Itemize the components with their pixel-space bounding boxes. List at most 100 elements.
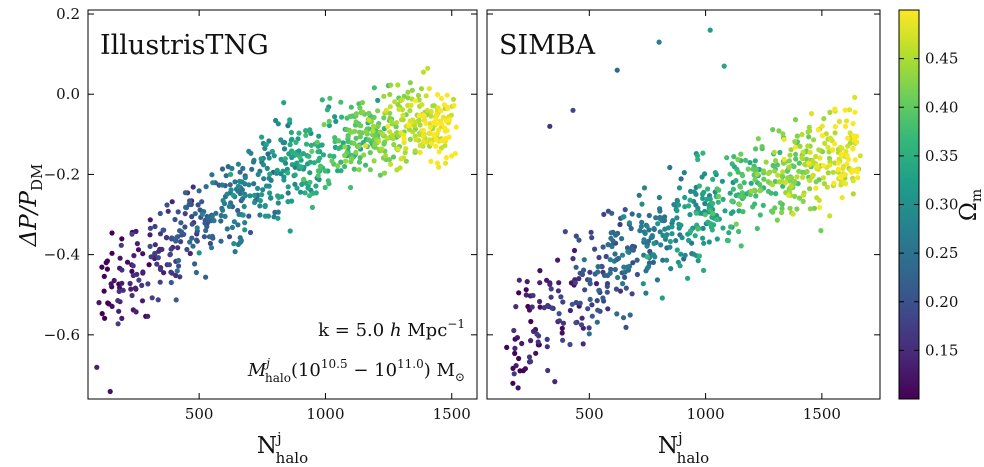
scatter-point bbox=[577, 300, 583, 306]
scatter-point bbox=[168, 246, 174, 252]
scatter-point bbox=[738, 243, 744, 249]
scatter-point bbox=[431, 133, 437, 139]
x-axis-label-sub: halo bbox=[677, 449, 709, 467]
scatter-point bbox=[255, 171, 261, 178]
scatter-point bbox=[813, 179, 819, 185]
scatter-point bbox=[453, 124, 459, 130]
scatter-point bbox=[363, 143, 369, 149]
scatter-point bbox=[263, 142, 269, 148]
scatter-point bbox=[235, 183, 241, 189]
scatter-point bbox=[843, 148, 849, 155]
scatter-point bbox=[847, 107, 853, 113]
scatter-point bbox=[431, 103, 437, 109]
scatter-point bbox=[664, 257, 670, 263]
scatter-point bbox=[226, 234, 233, 240]
scatter-point bbox=[638, 223, 645, 230]
scatter-point bbox=[116, 308, 122, 314]
scatter-point bbox=[796, 195, 803, 201]
scatter-point bbox=[174, 234, 180, 240]
scatter-point bbox=[242, 193, 248, 199]
scatter-point bbox=[425, 65, 431, 71]
scatter-point bbox=[646, 264, 652, 270]
scatter-point bbox=[771, 149, 777, 155]
scatter-point bbox=[595, 269, 601, 275]
scatter-point bbox=[819, 123, 825, 129]
scatter-point bbox=[785, 175, 791, 181]
scatter-point bbox=[389, 132, 395, 138]
scatter-point bbox=[830, 147, 836, 153]
scatter-point bbox=[560, 299, 566, 305]
scatter-point bbox=[785, 192, 792, 198]
scatter-point bbox=[745, 166, 751, 172]
scatter-point bbox=[614, 311, 620, 317]
scatter-point bbox=[195, 202, 201, 208]
scatter-point bbox=[220, 197, 226, 204]
scatter-point bbox=[580, 341, 586, 347]
scatter-point bbox=[193, 269, 199, 276]
scatter-point bbox=[119, 267, 125, 273]
scatter-point bbox=[573, 264, 579, 270]
scatter-point bbox=[196, 250, 202, 256]
scatter-point bbox=[358, 123, 364, 129]
scatter-point bbox=[348, 104, 354, 110]
scatter-point bbox=[728, 224, 734, 230]
scatter-point bbox=[446, 116, 452, 123]
scatter-point bbox=[644, 223, 650, 229]
scatter-point bbox=[634, 271, 641, 278]
scatter-point bbox=[682, 194, 688, 201]
scatter-point bbox=[740, 209, 746, 215]
scatter-point bbox=[288, 129, 294, 136]
scatter-point bbox=[402, 149, 408, 156]
scatter-point bbox=[668, 266, 674, 272]
scatter-point bbox=[353, 111, 359, 117]
y-axis-label: ΔP/PDM bbox=[16, 164, 46, 248]
scatter-point bbox=[850, 178, 856, 184]
scatter-point bbox=[805, 143, 811, 149]
scatter-point bbox=[569, 301, 575, 307]
scatter-point bbox=[133, 309, 139, 315]
scatter-point bbox=[427, 124, 433, 131]
scatter-point bbox=[696, 253, 703, 259]
scatter-point bbox=[281, 177, 287, 183]
scatter-point bbox=[844, 161, 850, 167]
scatter-point bbox=[209, 172, 215, 178]
scatter-point bbox=[592, 246, 598, 252]
scatter-point bbox=[716, 193, 722, 199]
scatter-point bbox=[199, 199, 205, 205]
scatter-point bbox=[129, 292, 135, 299]
scatter-point bbox=[800, 192, 807, 198]
scatter-point bbox=[116, 288, 122, 294]
scatter-point bbox=[736, 208, 742, 214]
scatter-point bbox=[739, 173, 746, 179]
scatter-point bbox=[300, 151, 306, 157]
scatter-point bbox=[307, 170, 313, 176]
annotation-e2: 11.0 bbox=[397, 357, 424, 371]
scatter-point bbox=[307, 179, 313, 185]
x-tick-label: 500 bbox=[575, 405, 604, 423]
scatter-point bbox=[620, 315, 627, 321]
scatter-point bbox=[792, 117, 799, 123]
scatter-point bbox=[385, 135, 391, 141]
scatter-point bbox=[715, 199, 721, 205]
scatter-point bbox=[736, 228, 742, 235]
scatter-point bbox=[405, 95, 411, 101]
scatter-point bbox=[203, 184, 209, 190]
scatter-point bbox=[513, 363, 519, 369]
scatter-point bbox=[772, 168, 778, 174]
scatter-point bbox=[104, 258, 110, 264]
scatter-point bbox=[101, 288, 107, 294]
scatter-point bbox=[155, 297, 161, 303]
scatter-point bbox=[777, 149, 783, 156]
scatter-point bbox=[623, 285, 629, 291]
scatter-point bbox=[515, 385, 521, 391]
scatter-point bbox=[111, 277, 117, 284]
scatter-point bbox=[280, 168, 286, 174]
scatter-point bbox=[615, 255, 622, 261]
scatter-point bbox=[342, 163, 348, 170]
scatter-point bbox=[218, 238, 224, 244]
scatter-point bbox=[656, 215, 663, 221]
scatter-point bbox=[436, 127, 442, 133]
scatter-point bbox=[560, 320, 567, 326]
annotation-end: ) M bbox=[424, 360, 455, 381]
scatter-point bbox=[573, 233, 579, 239]
